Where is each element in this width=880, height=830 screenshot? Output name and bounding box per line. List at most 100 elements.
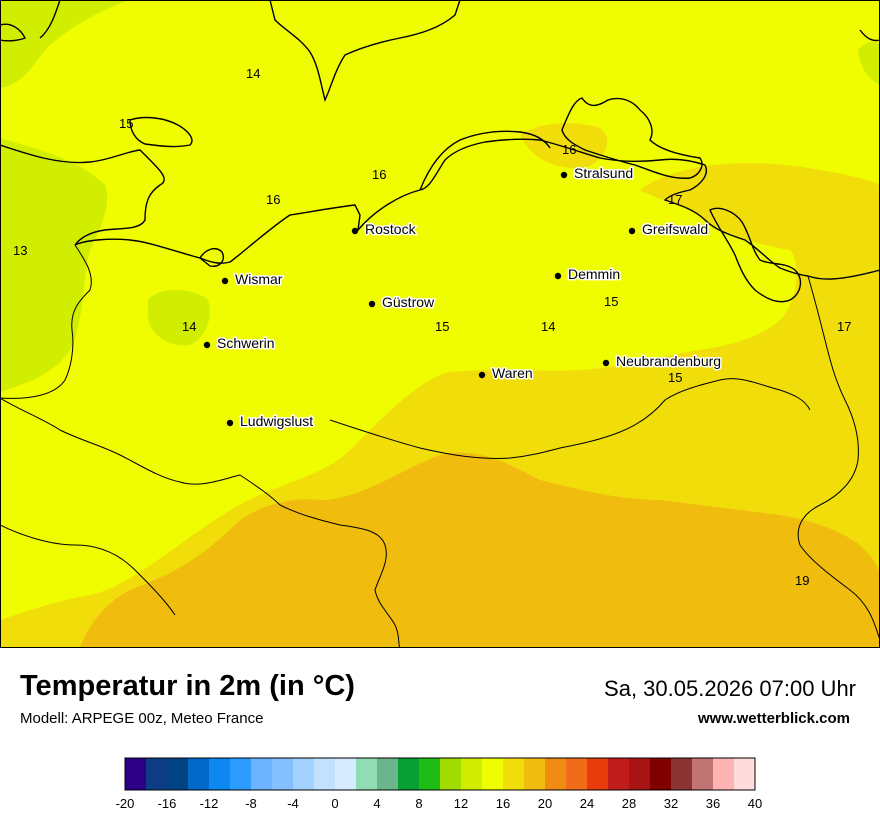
legend-tick-label: 16 [496,796,510,811]
chart-title: Temperatur in 2m (in °C) [20,670,355,702]
legend-tick-label: 36 [706,796,720,811]
temperature-band-13-north [0,0,130,88]
legend-swatch [419,758,441,790]
legend-tick-label: 8 [415,796,422,811]
city-label: Stralsund [574,165,633,181]
border-poland [797,275,880,641]
coastlines [0,0,880,303]
legend-swatch [146,758,168,790]
legend-tick-label: 12 [454,796,468,811]
legend-tick-label: -20 [116,796,135,811]
city-label: Wismar [235,271,283,287]
legend-swatch [188,758,210,790]
legend-tick-label: 20 [538,796,552,811]
legend-swatch [335,758,357,790]
legend-swatch [566,758,588,790]
city-stralsund[interactable]: Stralsund [560,164,635,183]
border-south [0,397,401,648]
coastline-fehmarn [129,116,193,148]
border-inner-1 [0,524,176,616]
legend-tick-label: -4 [287,796,299,811]
isotherm-label: 15 [604,294,618,309]
legend-swatch [587,758,609,790]
coastline-usedom [709,207,802,303]
legend-swatch [377,758,399,790]
isotherm-label: 17 [837,319,851,334]
legend-swatches [124,757,756,791]
city-rostock[interactable]: Rostock [351,220,418,239]
legend-swatch [293,758,315,790]
city-dot [351,227,359,235]
legend-tick-label: 24 [580,796,594,811]
city-greifswald[interactable]: Greifswald [628,220,710,239]
coastline-ruegen [561,97,703,179]
city-dot [602,359,610,367]
city-label: Neubrandenburg [616,353,721,369]
legend-swatch [209,758,231,790]
legend-swatch [524,758,546,790]
legend-tick-label: 40 [748,796,762,811]
isotherm-label: 16 [372,167,386,182]
legend-swatch [398,758,420,790]
legend-swatch [272,758,294,790]
city-label: Rostock [365,221,417,237]
city-dot [221,277,229,285]
legend-swatch [650,758,672,790]
model-info: Modell: ARPEGE 00z, Meteo France [20,710,264,727]
border-brandenburg [329,378,811,459]
city-label: Demmin [568,266,620,282]
city-label: Güstrow [382,294,435,310]
city-markers: Stralsund Rostock Greifswald Wismar Demm… [203,164,723,431]
legend-tick-label: 28 [622,796,636,811]
isotherm-label: 15 [435,319,449,334]
coastline-northwest [0,23,26,42]
city-demmin[interactable]: Demmin [554,265,622,284]
legend-swatch [230,758,252,790]
legend-swatch [692,758,714,790]
city-ludwigslust[interactable]: Ludwigslust [226,412,315,431]
isotherm-label: 14 [182,319,196,334]
isotherm-label: 15 [668,370,682,385]
city-wismar[interactable]: Wismar [221,270,284,289]
city-guestrow[interactable]: Güstrow [368,293,437,312]
city-dot [554,272,562,280]
temperature-band-17-southeast [810,320,880,420]
isotherm-label: 17 [668,192,682,207]
coastline-poel [199,248,224,267]
city-dot [368,300,376,308]
legend-swatch [125,758,147,790]
city-dot [560,171,568,179]
legend-swatch [167,758,189,790]
legend-swatch [734,758,756,790]
city-dot [226,419,234,427]
city-waren[interactable]: Waren [478,364,534,383]
website-link[interactable]: www.wetterblick.com [698,710,850,727]
city-dot [478,371,486,379]
legend-swatch [503,758,525,790]
temperature-map: 14 15 16 16 16 13 14 15 14 15 17 17 15 1… [0,0,880,648]
legend-frame [124,757,756,791]
isotherm-label: 16 [266,192,280,207]
legend-swatch [461,758,483,790]
coastline-fischland [419,130,551,191]
city-neubrandenburg[interactable]: Neubrandenburg [602,352,723,371]
temperature-band-13-northeast [858,41,880,85]
temperature-band-17 [520,123,608,169]
legend-tick-label: 0 [331,796,338,811]
legend-swatch [482,758,504,790]
legend-tick-label: -16 [158,796,177,811]
legend-swatch [440,758,462,790]
legend-tick-label: -12 [200,796,219,811]
isotherm-label: 16 [562,142,576,157]
forecast-datetime: Sa, 30.05.2026 07:00 Uhr [604,676,856,701]
legend-swatch [314,758,336,790]
city-label: Schwerin [217,335,275,351]
legend-swatch [608,758,630,790]
legend-swatch [671,758,693,790]
coastline-north-islands [39,0,880,42]
city-label: Waren [492,365,533,381]
city-schwerin[interactable]: Schwerin [203,334,276,353]
legend-swatch [713,758,735,790]
temperature-band-19 [80,452,880,648]
coastline-denmark [269,0,461,103]
